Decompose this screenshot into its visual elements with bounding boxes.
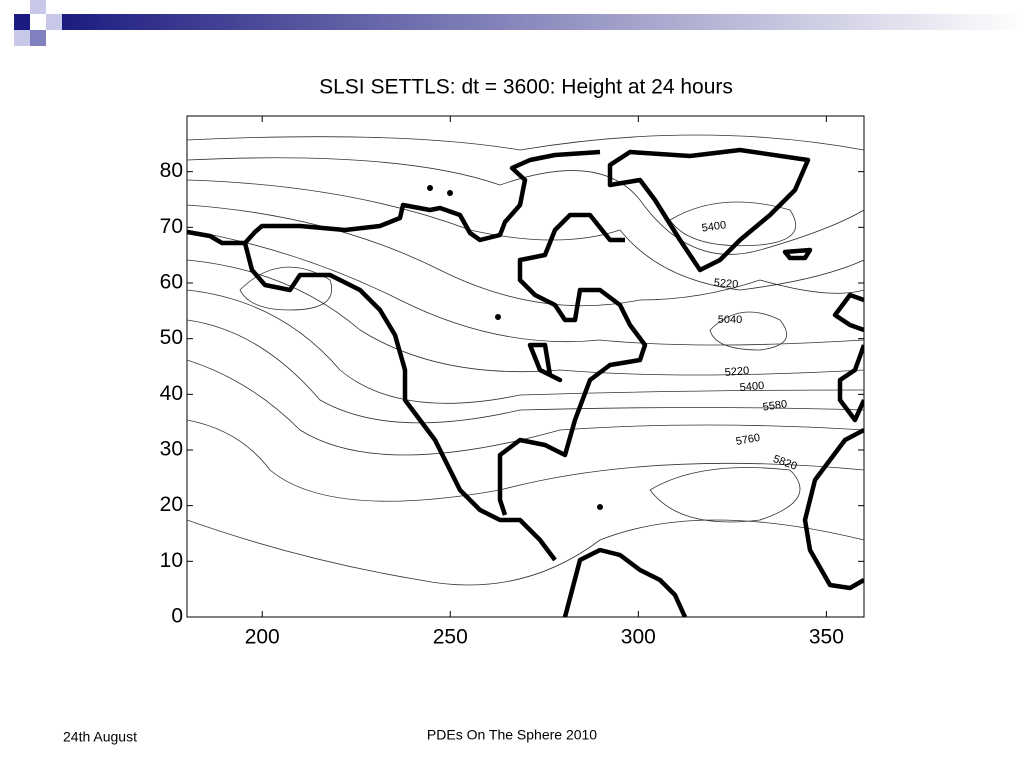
contour-label: 5040 [718,314,742,326]
y-tick-label: 30 [160,438,183,461]
y-tick-label: 20 [160,493,183,516]
header-decoration [14,0,1024,46]
contour-label: 5220 [724,365,749,379]
coastlines [187,147,864,617]
contour-label: 5400 [701,219,727,234]
map [187,134,864,617]
y-tick-label: 40 [160,382,183,405]
contour-label: 5760 [735,432,761,448]
x-tick-label: 200 [245,626,280,649]
footer-date: 24th August [63,729,137,745]
y-tick-label: 50 [160,326,183,349]
contour-label: 5400 [739,380,764,394]
x-tick-label: 250 [433,626,468,649]
y-tick-label: 80 [160,159,183,182]
y-tick-label: 70 [160,215,183,238]
x-tick-label: 350 [809,626,844,649]
contour-label: 5220 [713,277,738,291]
x-tick-label: 300 [621,626,656,649]
y-tick-label: 0 [171,605,183,628]
plot-frame [186,115,865,618]
chart-title: SLSI SETTLS: dt = 3600: Height at 24 hou… [319,76,733,99]
y-tick-label: 60 [160,271,183,294]
y-tick-label: 10 [160,549,183,572]
contour-label: 5580 [762,398,788,413]
footer-title: PDEs On The Sphere 2010 [427,727,597,743]
